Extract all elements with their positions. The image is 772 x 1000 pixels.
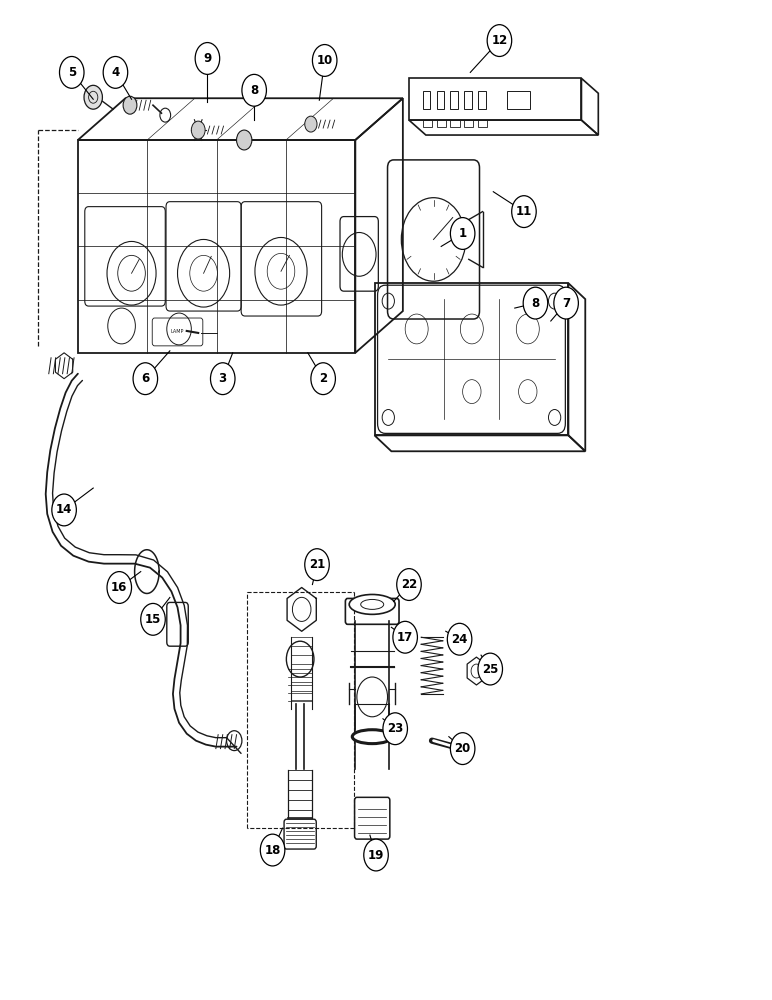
Circle shape — [305, 116, 317, 132]
Text: 4: 4 — [111, 66, 120, 79]
Circle shape — [478, 653, 503, 685]
Circle shape — [236, 130, 252, 150]
Circle shape — [487, 25, 512, 56]
Ellipse shape — [349, 594, 395, 614]
Text: 8: 8 — [531, 297, 540, 310]
Text: 9: 9 — [203, 52, 212, 65]
Text: 17: 17 — [397, 631, 413, 644]
Text: 8: 8 — [250, 84, 259, 97]
Circle shape — [191, 121, 205, 139]
Bar — [464, 91, 472, 109]
Circle shape — [450, 218, 475, 249]
Bar — [478, 91, 486, 109]
Ellipse shape — [352, 730, 392, 744]
Circle shape — [133, 363, 157, 395]
Text: 2: 2 — [319, 372, 327, 385]
Circle shape — [311, 363, 335, 395]
Text: 18: 18 — [264, 844, 281, 857]
Text: 25: 25 — [482, 663, 499, 676]
Text: 21: 21 — [309, 558, 325, 571]
Text: 19: 19 — [367, 849, 384, 862]
Text: 5: 5 — [68, 66, 76, 79]
Circle shape — [305, 549, 330, 581]
Text: 16: 16 — [111, 581, 127, 594]
Text: 11: 11 — [516, 205, 532, 218]
Text: 12: 12 — [491, 34, 507, 47]
Bar — [437, 120, 445, 127]
Bar — [464, 120, 473, 127]
Text: 3: 3 — [218, 372, 227, 385]
Circle shape — [397, 569, 422, 600]
Text: 24: 24 — [452, 633, 468, 646]
Text: LAMP: LAMP — [171, 329, 185, 334]
Text: 1: 1 — [459, 227, 467, 240]
Circle shape — [383, 713, 408, 745]
Circle shape — [195, 43, 220, 74]
Circle shape — [242, 74, 266, 106]
Text: 6: 6 — [141, 372, 150, 385]
Circle shape — [59, 56, 84, 88]
Text: 20: 20 — [455, 742, 471, 755]
Circle shape — [107, 572, 131, 603]
Bar — [423, 91, 431, 109]
Circle shape — [554, 287, 578, 319]
Text: 10: 10 — [317, 54, 333, 67]
Circle shape — [141, 603, 165, 635]
Bar — [507, 91, 530, 109]
Bar — [450, 120, 459, 127]
Circle shape — [260, 834, 285, 866]
Circle shape — [512, 196, 537, 228]
Circle shape — [211, 363, 235, 395]
Circle shape — [364, 839, 388, 871]
Circle shape — [84, 85, 103, 109]
Text: 7: 7 — [562, 297, 571, 310]
Circle shape — [52, 494, 76, 526]
Bar — [423, 120, 432, 127]
Circle shape — [393, 621, 418, 653]
Circle shape — [523, 287, 547, 319]
Circle shape — [313, 45, 337, 76]
Text: 23: 23 — [387, 722, 403, 735]
Text: 15: 15 — [145, 613, 161, 626]
Circle shape — [103, 56, 127, 88]
Text: 14: 14 — [56, 503, 73, 516]
Bar — [478, 120, 487, 127]
Text: 22: 22 — [401, 578, 417, 591]
Circle shape — [447, 623, 472, 655]
Circle shape — [123, 96, 137, 114]
Bar — [450, 91, 458, 109]
Circle shape — [450, 733, 475, 765]
Bar — [437, 91, 444, 109]
